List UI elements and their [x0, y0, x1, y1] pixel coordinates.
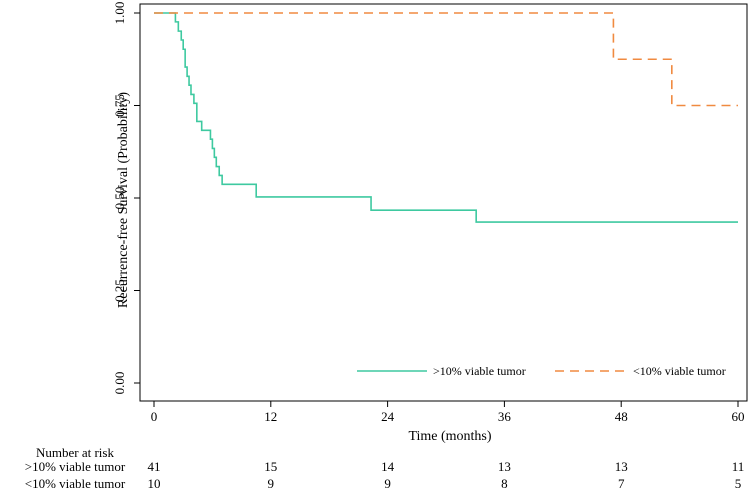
risk-value: 11: [732, 459, 745, 474]
risk-value: 10: [148, 476, 161, 490]
legend-label-series-2: <10% viable tumor: [633, 364, 726, 378]
y-tick-label: 0.50: [112, 187, 127, 210]
x-tick-label: 48: [615, 409, 628, 424]
y-axis: 0.00 0.25 0.50 0.75 1.00: [112, 2, 140, 395]
x-tick-label: 36: [498, 409, 512, 424]
risk-value: 41: [148, 459, 161, 474]
x-tick-label: 12: [264, 409, 277, 424]
y-tick-label: 0.00: [112, 372, 127, 395]
risk-row-label-1: >10% viable tumor: [25, 459, 126, 474]
plot-frame: [139, 3, 748, 402]
y-tick-label: 1.00: [112, 2, 127, 25]
risk-row-label-2: <10% viable tumor: [25, 476, 126, 490]
y-tick-label: 0.25: [112, 279, 127, 302]
risk-value: 7: [618, 476, 625, 490]
legend-label-series-1: >10% viable tumor: [433, 364, 526, 378]
survival-curves: [154, 12, 738, 223]
risk-value: 9: [384, 476, 391, 490]
risk-value: 9: [268, 476, 275, 490]
risk-value: 13: [498, 459, 511, 474]
risk-value: 8: [501, 476, 508, 490]
risk-table: Number at risk >10% viable tumor <10% vi…: [25, 445, 745, 490]
y-axis-title: Recurrence-free Survival (Probability): [116, 92, 131, 308]
risk-value: 13: [615, 459, 628, 474]
x-axis-title: Time (months): [408, 429, 491, 444]
x-tick-label: 0: [151, 409, 158, 424]
survival-curve-series-1: [154, 12, 738, 223]
x-axis: 0 12 24 36 48 60: [151, 401, 745, 424]
x-tick-label: 60: [732, 409, 745, 424]
risk-value: 15: [264, 459, 277, 474]
survival-curve-series-2: [154, 12, 738, 107]
risk-value: 14: [381, 459, 395, 474]
legend: >10% viable tumor <10% viable tumor: [357, 364, 726, 378]
y-tick-label: 0.75: [112, 94, 127, 117]
risk-value: 5: [735, 476, 742, 490]
risk-table-title: Number at risk: [36, 445, 114, 460]
x-tick-label: 24: [381, 409, 395, 424]
